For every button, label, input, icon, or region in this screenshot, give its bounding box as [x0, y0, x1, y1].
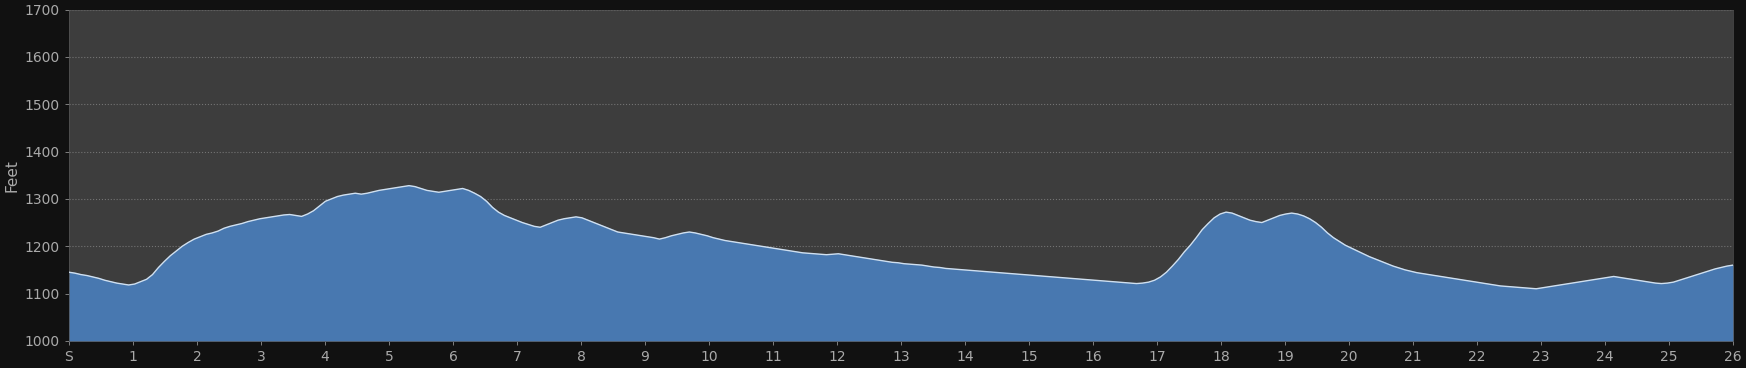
Y-axis label: Feet: Feet [3, 159, 19, 192]
